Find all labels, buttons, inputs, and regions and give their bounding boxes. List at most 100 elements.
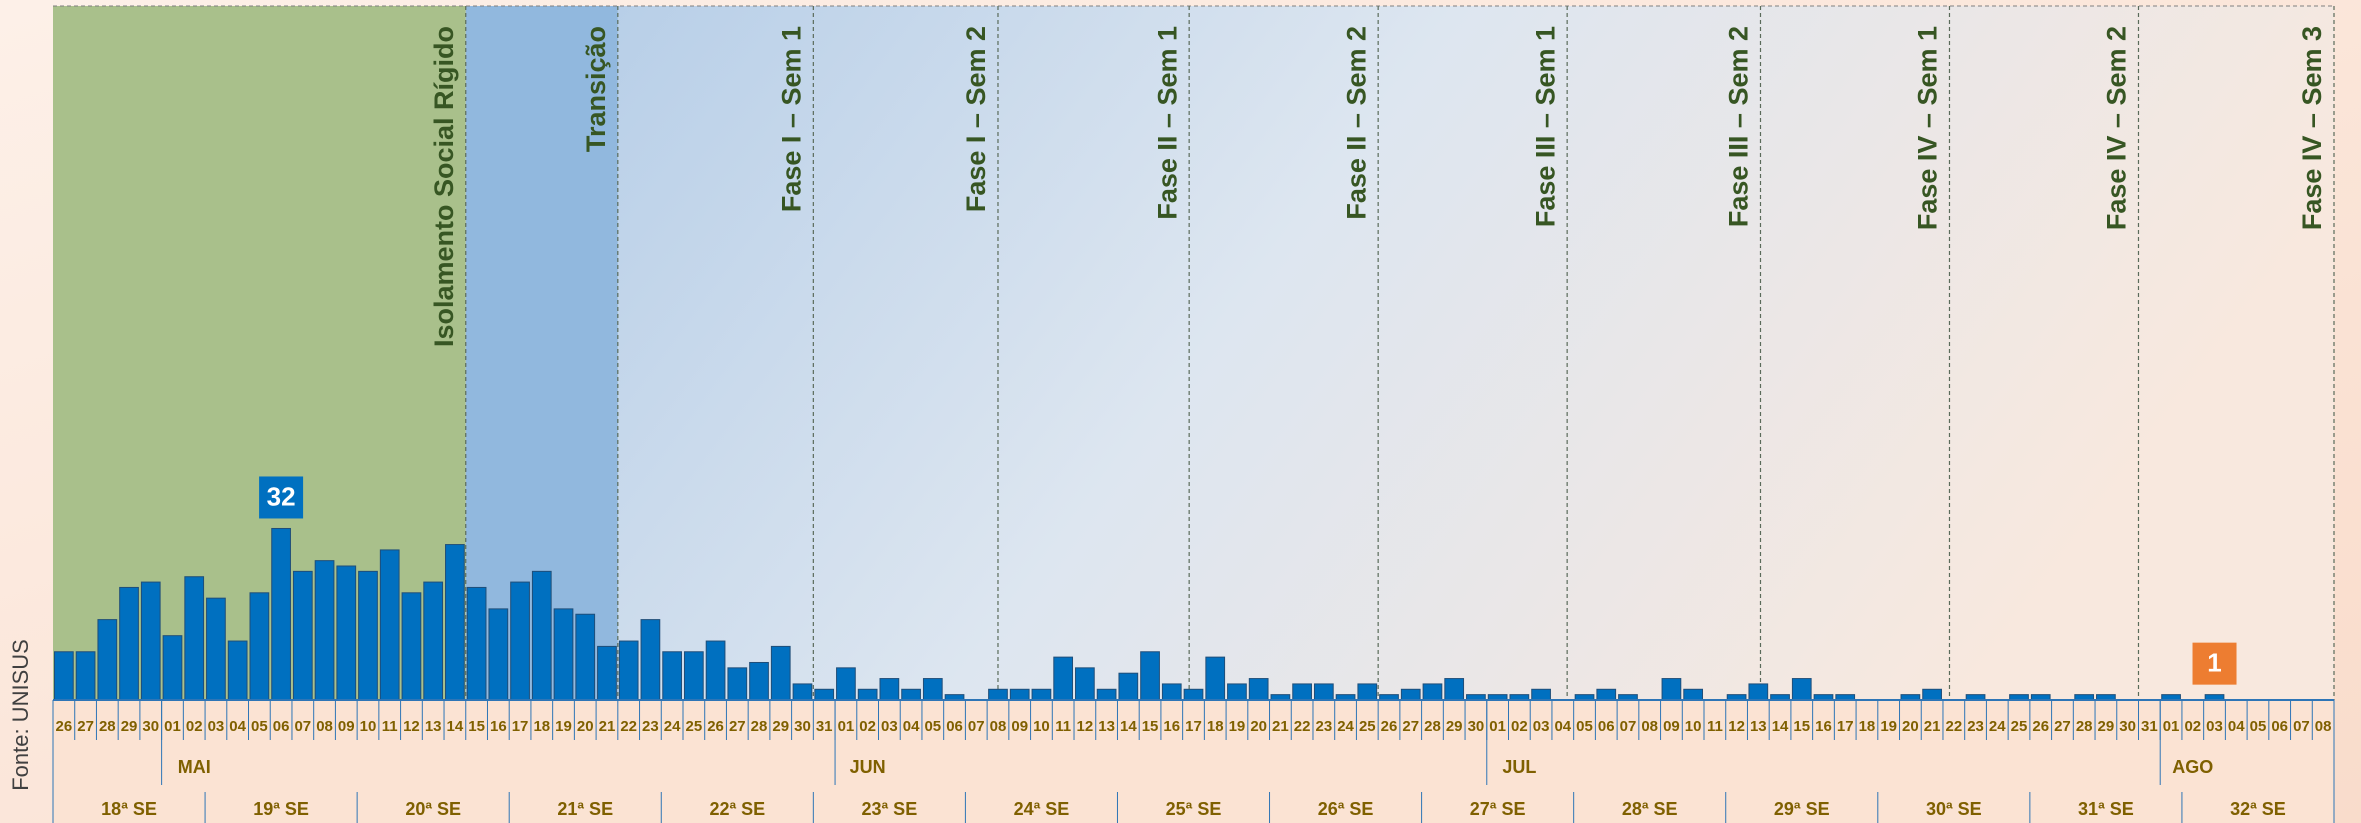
- bar: [358, 570, 378, 701]
- bar: [836, 667, 856, 701]
- bar: [1313, 683, 1334, 701]
- x-tick-label: 07: [2293, 718, 2310, 735]
- x-tick-label: 28: [99, 718, 116, 735]
- x-tick-label: 13: [1750, 718, 1767, 735]
- phase-label: Fase IV – Sem 1: [1913, 26, 1943, 230]
- week-label: 26ª SE: [1318, 799, 1374, 819]
- month-label: JUL: [1502, 757, 1536, 777]
- x-tick-label: 11: [1707, 718, 1723, 735]
- month-label: JUN: [850, 757, 886, 777]
- bar: [1292, 683, 1312, 701]
- month-label: AGO: [2172, 757, 2213, 777]
- bar: [1791, 678, 1812, 701]
- x-tick-label: 10: [1685, 718, 1702, 735]
- x-tick-label: 01: [1489, 718, 1506, 735]
- x-tick-label: 10: [360, 718, 377, 735]
- x-tick-label: 08: [990, 718, 1007, 735]
- bar: [597, 645, 617, 701]
- x-tick-label: 28: [751, 718, 768, 735]
- week-label: 24ª SE: [1014, 799, 1070, 819]
- x-tick-label: 26: [707, 718, 724, 735]
- week-label: 32ª SE: [2230, 799, 2286, 819]
- data-label: 1: [2207, 648, 2221, 678]
- bar: [1748, 683, 1769, 701]
- x-tick-label: 18: [533, 718, 550, 735]
- x-tick-label: 02: [186, 718, 203, 735]
- bar: [988, 688, 1008, 701]
- week-label: 30ª SE: [1926, 799, 1982, 819]
- bar: [814, 688, 835, 701]
- x-tick-label: 06: [2271, 718, 2288, 735]
- bar: [640, 619, 661, 701]
- week-label: 27ª SE: [1470, 799, 1526, 819]
- x-tick-label: 03: [2206, 718, 2223, 735]
- bar: [336, 565, 357, 701]
- phase-label: Fase I – Sem 1: [776, 26, 806, 212]
- x-tick-label: 02: [859, 718, 876, 735]
- x-tick-label: 18: [1207, 718, 1224, 735]
- x-tick-label: 17: [1837, 718, 1854, 735]
- source: Fonte: UNISUS: [8, 639, 33, 791]
- x-tick-label: 30: [1468, 718, 1485, 735]
- x-tick-label: 27: [729, 718, 746, 735]
- x-tick-label: 12: [403, 718, 420, 735]
- x-tick-label: 16: [490, 718, 507, 735]
- bar: [879, 678, 900, 701]
- phase-label: Fase II – Sem 2: [1341, 26, 1371, 220]
- bar: [466, 586, 487, 701]
- x-tick-label: 04: [2228, 718, 2245, 735]
- bar: [575, 613, 596, 701]
- x-tick-label: 22: [620, 718, 637, 735]
- week-label: 21ª SE: [557, 799, 613, 819]
- axis-band: [53, 700, 2334, 823]
- bar: [1140, 651, 1160, 701]
- x-tick-label: 13: [425, 718, 442, 735]
- bar: [922, 678, 943, 701]
- x-tick-label: 07: [294, 718, 311, 735]
- x-tick-label: 20: [577, 718, 594, 735]
- x-tick-label: 10: [1033, 718, 1050, 735]
- x-tick-label: 19: [555, 718, 572, 735]
- x-tick-label: 16: [1163, 718, 1180, 735]
- bar: [54, 651, 74, 701]
- x-tick-label: 15: [468, 718, 485, 735]
- x-tick-label: 12: [1728, 718, 1745, 735]
- x-tick-label: 04: [903, 718, 920, 735]
- x-tick-label: 19: [1229, 718, 1246, 735]
- bar: [227, 640, 248, 701]
- x-tick-label: 30: [794, 718, 811, 735]
- x-tick-label: 06: [1598, 718, 1615, 735]
- x-tick-label: 24: [1337, 718, 1354, 735]
- bar: [1075, 667, 1095, 701]
- x-tick-label: 31: [816, 718, 833, 735]
- x-tick-label: 26: [2032, 718, 2049, 735]
- bar: [1118, 672, 1139, 701]
- x-tick-label: 29: [121, 718, 138, 735]
- x-tick-label: 05: [251, 718, 268, 735]
- week-label: 29ª SE: [1774, 799, 1830, 819]
- bar: [119, 586, 139, 701]
- x-tick-label: 29: [1446, 718, 1463, 735]
- bar: [749, 661, 769, 701]
- x-tick-label: 25: [686, 718, 703, 735]
- bar: [1096, 688, 1117, 701]
- x-tick-label: 02: [2184, 718, 2201, 735]
- x-tick-label: 09: [1011, 718, 1028, 735]
- bar: [1531, 688, 1551, 701]
- bar: [1444, 678, 1465, 701]
- bar: [857, 688, 878, 701]
- x-tick-label: 21: [1272, 718, 1289, 735]
- bar: [249, 592, 270, 701]
- x-tick-label: 21: [1924, 718, 1941, 735]
- week-label: 22ª SE: [709, 799, 765, 819]
- x-tick-label: 16: [1815, 718, 1832, 735]
- x-tick-label: 26: [1381, 718, 1398, 735]
- x-tick-label: 23: [642, 718, 659, 735]
- x-tick-label: 05: [1576, 718, 1593, 735]
- bar: [445, 544, 465, 701]
- x-tick-label: 09: [1663, 718, 1680, 735]
- x-tick-label: 28: [2076, 718, 2093, 735]
- week-label: 23ª SE: [862, 799, 918, 819]
- x-tick-label: 04: [1554, 718, 1571, 735]
